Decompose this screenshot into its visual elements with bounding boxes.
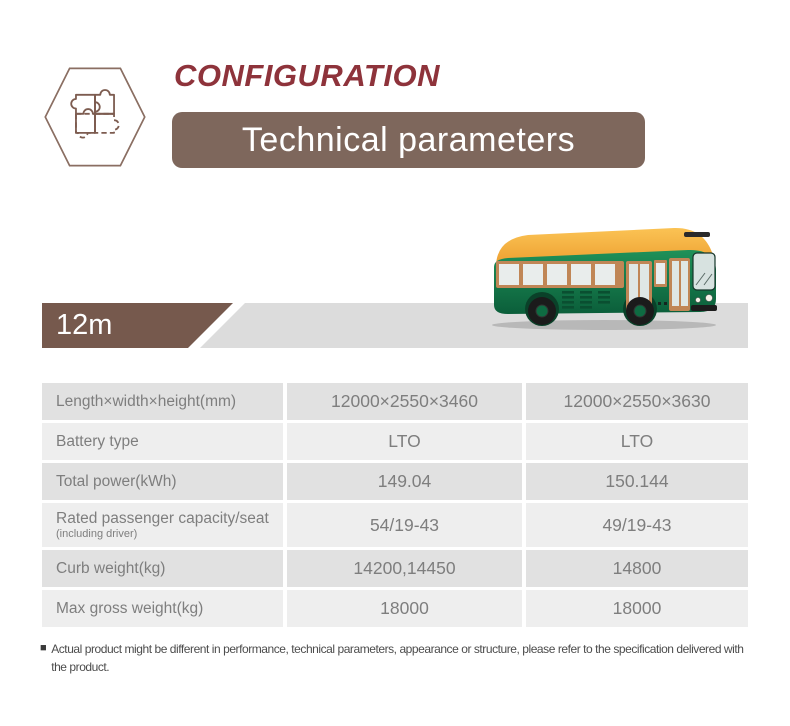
section-title: CONFIGURATION (174, 58, 440, 93)
row-value-2: 18000 (526, 590, 748, 627)
row-value-2: 12000×2550×3630 (526, 383, 748, 420)
model-label-tab: 12m (42, 303, 233, 348)
technical-parameters-banner: Technical parameters (172, 112, 645, 168)
row-value-1: 14200,14450 (287, 550, 522, 587)
row-value-1: 54/19-43 (287, 503, 522, 547)
spec-table: Length×width×height(mm) 12000×2550×3460 … (42, 383, 748, 630)
row-value-1: 12000×2550×3460 (287, 383, 522, 420)
row-label: Length×width×height(mm) (42, 383, 283, 420)
row-value-2: 14800 (526, 550, 748, 587)
row-label: Rated passenger capacity/seat (including… (42, 503, 283, 547)
row-value-1: 18000 (287, 590, 522, 627)
row-sublabel: (including driver) (56, 527, 138, 540)
bus-image (488, 219, 720, 332)
row-value-2: LTO (526, 423, 748, 460)
row-value-2: 49/19-43 (526, 503, 748, 547)
puzzle-hexagon-icon (40, 62, 150, 172)
table-row: Curb weight(kg) 14200,14450 14800 (42, 550, 748, 587)
table-row: Battery type LTO LTO (42, 423, 748, 460)
row-value-2: 150.144 (526, 463, 748, 500)
model-label: 12m (56, 309, 113, 341)
table-row: Total power(kWh) 149.04 150.144 (42, 463, 748, 500)
technical-parameters-label: Technical parameters (241, 120, 576, 159)
row-label: Battery type (42, 423, 283, 460)
row-label: Total power(kWh) (42, 463, 283, 500)
row-value-1: 149.04 (287, 463, 522, 500)
table-row: Rated passenger capacity/seat (including… (42, 503, 748, 547)
footnote: ■ Actual product might be different in p… (40, 640, 754, 676)
table-row: Max gross weight(kg) 18000 18000 (42, 590, 748, 627)
footnote-bullet-icon: ■ (40, 642, 47, 654)
row-label: Curb weight(kg) (42, 550, 283, 587)
footnote-text: Actual product might be different in per… (51, 642, 744, 674)
row-value-1: LTO (287, 423, 522, 460)
row-label: Max gross weight(kg) (42, 590, 283, 627)
table-row: Length×width×height(mm) 12000×2550×3460 … (42, 383, 748, 420)
